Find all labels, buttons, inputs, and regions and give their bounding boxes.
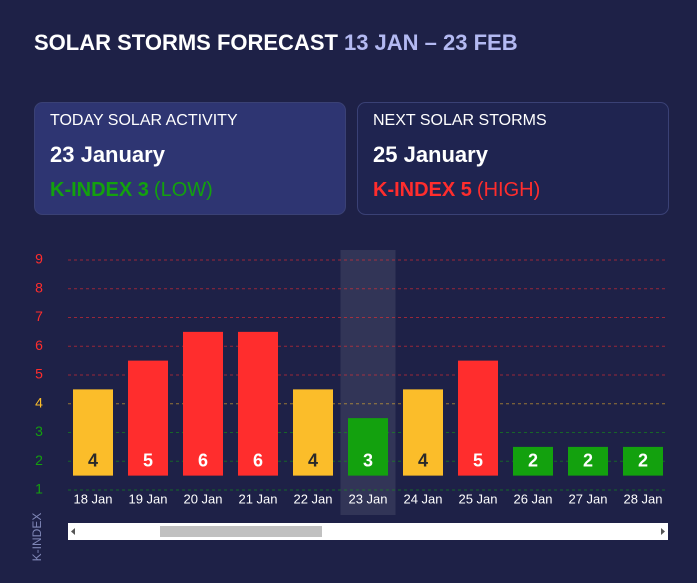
card-date: 25 January (373, 142, 489, 167)
card-index: K-INDEX 3 (50, 179, 149, 201)
bar (513, 446, 553, 476)
bar-value-label: 4 (308, 450, 318, 470)
bar-value-label: 4 (88, 450, 98, 470)
bar-value-label: 4 (418, 450, 428, 470)
y-tick-label: 6 (35, 337, 43, 353)
card (357, 102, 669, 215)
card-index-line: K-INDEX 5 (HIGH) (373, 179, 540, 201)
x-tick-label: 18 Jan (73, 491, 112, 506)
bar-value-label: 6 (253, 450, 263, 470)
bar (128, 360, 168, 476)
x-tick-label: 22 Jan (293, 491, 332, 506)
card-date: 23 January (50, 142, 166, 167)
y-tick-label: 9 (35, 251, 43, 267)
x-tick-label: 25 Jan (458, 491, 497, 506)
card-index: K-INDEX 5 (373, 179, 472, 201)
bar (293, 389, 333, 476)
bar (403, 389, 443, 476)
bar (183, 331, 223, 476)
title-text: SOLAR STORMS FORECAST (34, 30, 339, 55)
bar-value-label: 3 (363, 450, 373, 470)
bar (238, 331, 278, 476)
y-tick-label: 1 (35, 481, 43, 497)
card-label: TODAY SOLAR ACTIVITY (50, 112, 238, 129)
bar-value-label: 6 (198, 450, 208, 470)
x-tick-label: 27 Jan (568, 491, 607, 506)
x-tick-label: 21 Jan (238, 491, 277, 506)
card-index-line: K-INDEX 3 (LOW) (50, 179, 213, 201)
x-tick-label: 20 Jan (183, 491, 222, 506)
bar (73, 389, 113, 476)
bar (568, 446, 608, 476)
y-tick-label: 8 (35, 279, 43, 295)
y-tick-label: 2 (35, 452, 43, 468)
bar-value-label: 5 (143, 450, 153, 470)
bar (458, 360, 498, 476)
x-tick-label: 19 Jan (128, 491, 167, 506)
x-tick-label: 24 Jan (403, 491, 442, 506)
x-tick-label: 26 Jan (513, 491, 552, 506)
date-range: 13 JAN – 23 FEB (344, 30, 518, 55)
scroll-thumb[interactable] (160, 526, 322, 537)
y-tick-label: 4 (35, 394, 43, 410)
scrollbar[interactable] (68, 523, 668, 540)
y-tick-label: 3 (35, 423, 43, 439)
bar (348, 418, 388, 476)
card (34, 102, 346, 215)
card-label: NEXT SOLAR STORMS (373, 112, 547, 129)
bar-value-label: 5 (473, 450, 483, 470)
bar-value-label: 2 (528, 450, 538, 470)
x-tick-label: 28 Jan (623, 491, 662, 506)
y-tick-label: 7 (35, 308, 43, 324)
bar-value-label: 2 (638, 450, 648, 470)
scroll-right[interactable] (661, 528, 665, 535)
bar-value-label: 2 (583, 450, 593, 470)
y-axis-label: K-INDEX (30, 513, 44, 562)
x-tick-label: 23 Jan (348, 491, 387, 506)
bar (623, 446, 663, 476)
card-level: (HIGH) (477, 179, 540, 201)
scroll-left[interactable] (71, 528, 75, 535)
card-level: (LOW) (154, 179, 213, 201)
title: SOLAR STORMS FORECAST 13 JAN – 23 FEB (34, 30, 518, 55)
y-tick-label: 5 (35, 366, 43, 382)
